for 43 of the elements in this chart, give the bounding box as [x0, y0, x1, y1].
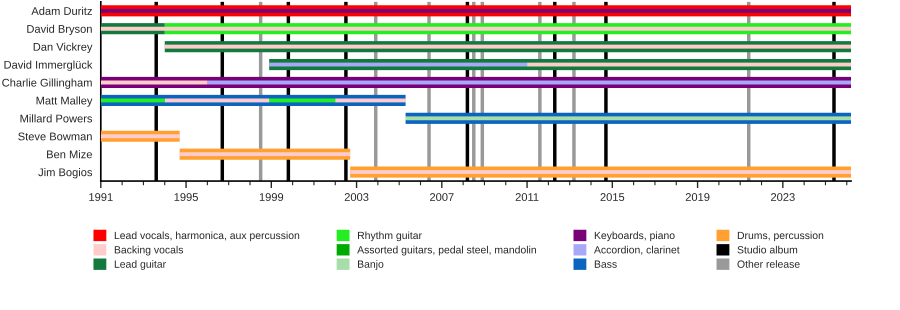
- x-tick-label: 1999: [260, 193, 284, 202]
- legend-label: Lead guitar: [114, 260, 166, 270]
- y-tick-label: Adam Duritz: [31, 6, 92, 15]
- bar: [269, 98, 336, 102]
- legend-label: Drums, percussion: [738, 231, 824, 242]
- y-tick-label: David Immerglück: [4, 60, 92, 71]
- bar: [335, 98, 406, 102]
- bar: [164, 44, 852, 49]
- bar: [100, 80, 208, 84]
- legend-label: Keyboards, piano: [594, 231, 675, 242]
- bar: [207, 80, 852, 84]
- bar: [269, 62, 528, 67]
- legend-label: Assorted guitars, pedal steel, mandolin: [357, 246, 536, 256]
- y-tick-label: Dan Vickrey: [34, 42, 92, 53]
- x-tick-label: 1995: [174, 193, 198, 202]
- x-tick-label: 2019: [686, 193, 710, 202]
- y-tick-label: Matt Malley: [36, 96, 92, 107]
- legend-label: Other release: [738, 260, 800, 268]
- y-tick-label: David Bryson: [27, 24, 92, 36]
- legend-label: Lead vocals, harmonica, aux percussion: [114, 231, 300, 242]
- y-tick-label: Charlie Gillingham: [2, 78, 92, 89]
- y-tick-label: Millard Powers: [20, 114, 92, 122]
- legend-label: Backing vocals: [114, 246, 184, 256]
- y-tick-label: Steve Bowman: [18, 132, 92, 140]
- legend-label: Accordion, clarinet: [594, 246, 680, 255]
- x-tick-label: 2003: [344, 193, 368, 202]
- bar: [164, 98, 270, 102]
- bar: [100, 8, 852, 13]
- bar: [527, 62, 852, 67]
- x-tick-label: 2007: [430, 193, 454, 202]
- legend-label: Rhythm guitar: [358, 231, 422, 242]
- y-tick-label: Ben Mize: [47, 150, 92, 158]
- x-tick-label: 2023: [771, 193, 795, 202]
- bar: [350, 170, 852, 174]
- y-tick-label: Jim Bogios: [38, 168, 92, 178]
- legend-label: Banjo: [358, 260, 384, 270]
- bar: [406, 116, 852, 120]
- legend-label: Bass: [594, 260, 617, 268]
- x-tick-label: 2015: [600, 193, 624, 202]
- bar: [180, 152, 350, 156]
- x-tick-label: 2011: [516, 193, 538, 202]
- x-tick-label: 1991: [89, 193, 113, 202]
- legend-label: Studio album: [737, 246, 798, 254]
